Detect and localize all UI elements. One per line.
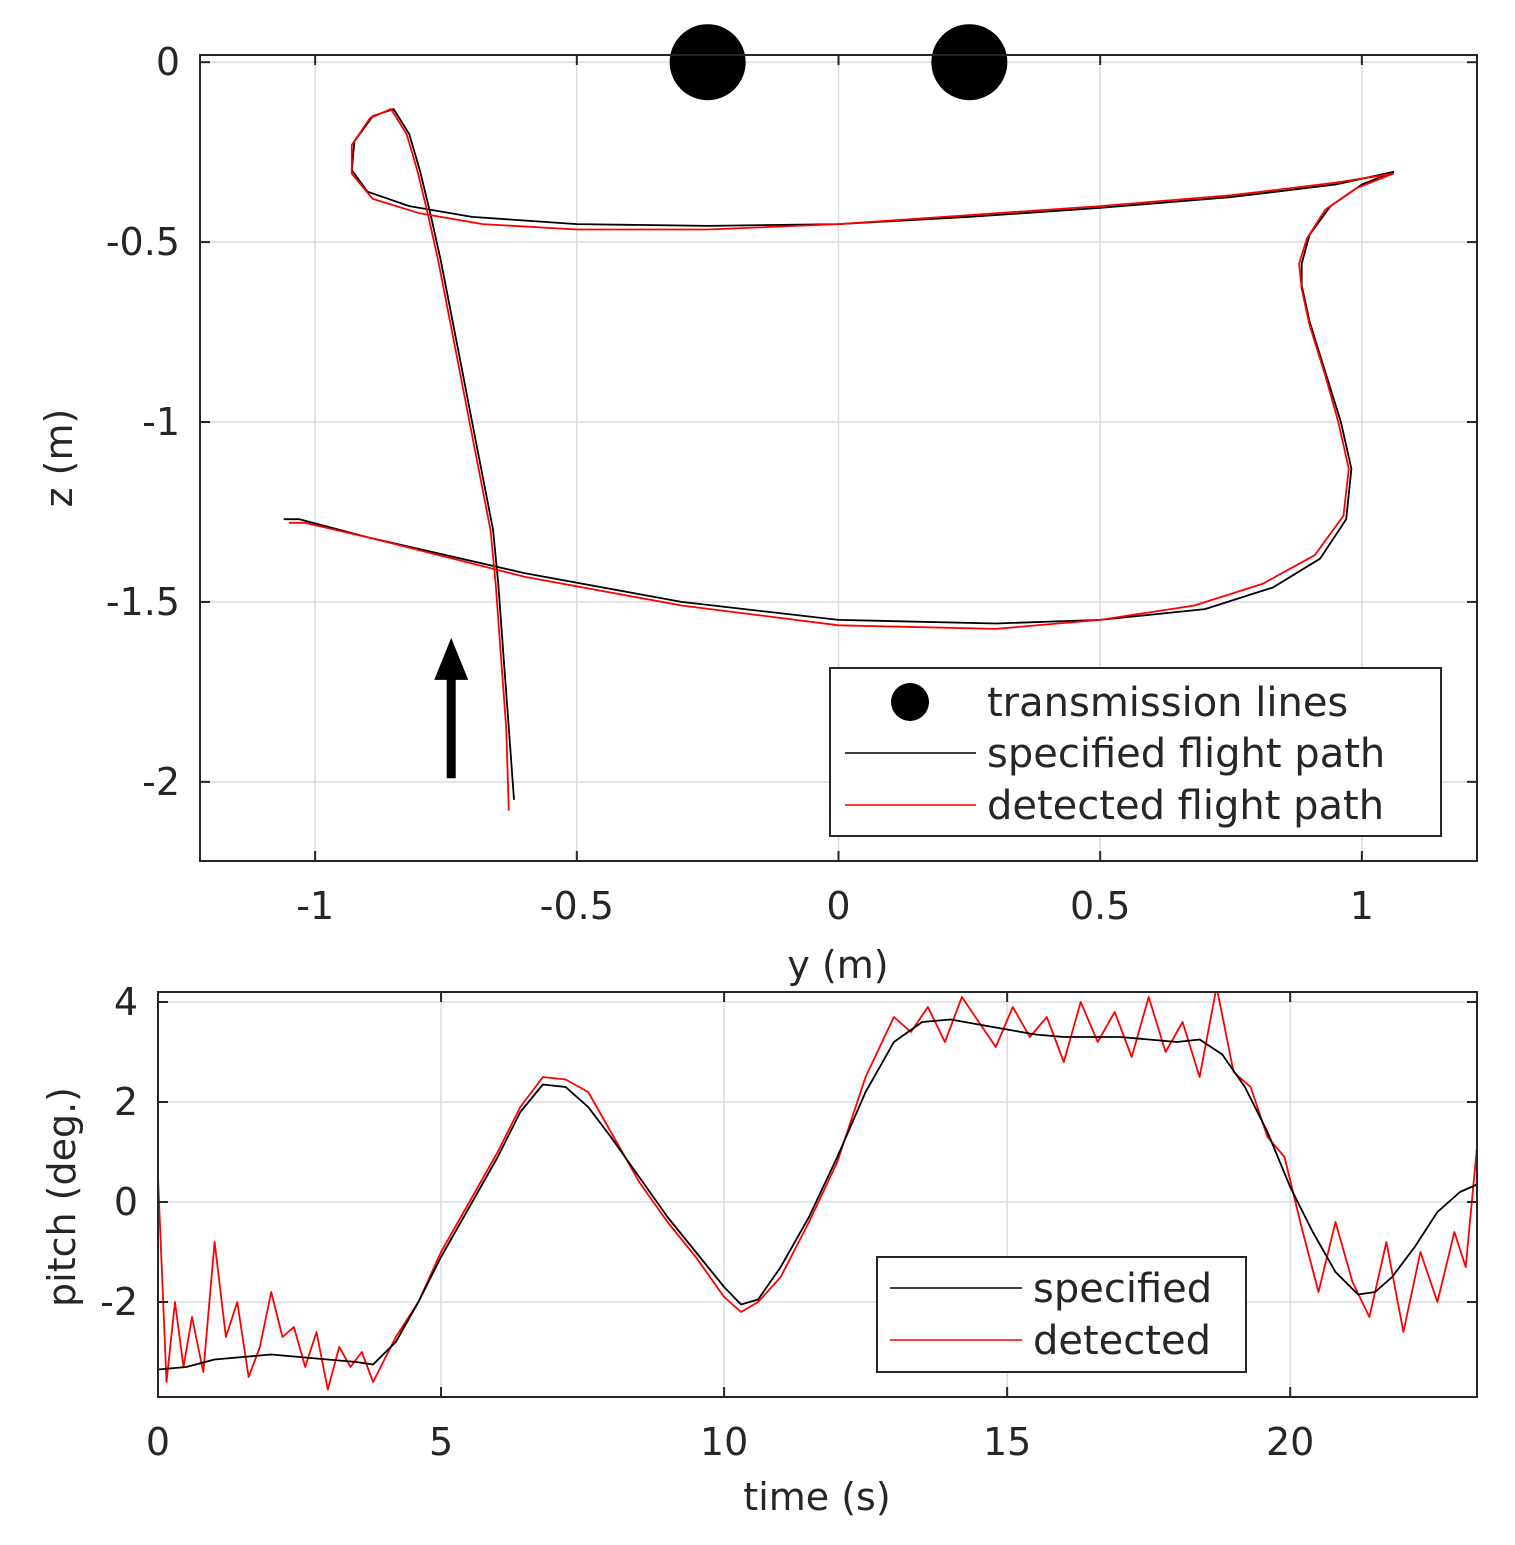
series-line-specified: [158, 1018, 1477, 1371]
y-tick-label: 0: [114, 1180, 138, 1224]
y-tick-label: 0: [156, 40, 180, 84]
x-tick-label: 5: [429, 1420, 453, 1464]
x-tick-label: -1: [296, 884, 334, 928]
y-tick-label: -1.5: [106, 580, 180, 624]
transmission-line-marker-1: [669, 24, 746, 101]
pitch-x-axis-label: time (s): [743, 1475, 890, 1519]
y-tick-label: -2: [100, 1280, 138, 1324]
legend-label-specified-flight-path: specified flight path: [987, 731, 1385, 777]
x-tick-label: 10: [700, 1420, 748, 1464]
flight-path-tick-labels: -1 -0.5 0 0.5 1 0 -0.5 -1 -1.5 -2: [106, 40, 1477, 928]
pitch-legend: specified detected: [876, 1256, 1247, 1373]
flight-path-chart: -1 -0.5 0 0.5 1 0 -0.5 -1 -1.5 -2 y (m) z (m) tra…: [37, 24, 1478, 987]
flight-path-legend: transmission lines specified flight path…: [829, 667, 1442, 837]
y-tick-label: 4: [114, 980, 138, 1024]
pitch-grid: [157, 992, 1477, 1397]
transmission-line-markers: [669, 24, 1008, 101]
flight-path-annotations: [434, 637, 469, 779]
x-tick-label: 0: [826, 884, 850, 928]
flight-path-y-axis-label: z (m): [37, 409, 81, 508]
legend-label-specified: specified: [1033, 1266, 1212, 1312]
y-tick-label: -2: [142, 760, 180, 804]
series-line-specified-flight-path: [283, 108, 1395, 800]
legend-marker-transmission-lines: [891, 683, 929, 721]
x-tick-label: 0: [146, 1420, 170, 1464]
x-tick-label: 20: [1266, 1420, 1314, 1464]
flight-path-x-axis-label: y (m): [787, 943, 888, 987]
legend-label-detected-flight-path: detected flight path: [987, 783, 1384, 829]
flight-path-series: [283, 108, 1395, 811]
transmission-line-marker-2: [931, 24, 1008, 101]
y-tick-label: -0.5: [106, 220, 180, 264]
x-tick-label: -0.5: [540, 884, 614, 928]
pitch-y-axis-label: pitch (deg.): [40, 1087, 84, 1307]
x-tick-label: 1: [1350, 884, 1374, 928]
series-line-detected-flight-path: [289, 108, 1395, 811]
legend-label-transmission-lines: transmission lines: [987, 680, 1348, 726]
y-tick-label: 2: [114, 1080, 138, 1124]
pitch-axes-frame: [157, 991, 1478, 1398]
direction-arrow-head: [434, 637, 469, 680]
x-tick-label: 15: [983, 1420, 1031, 1464]
pitch-series: [158, 992, 1477, 1391]
series-line-detected: [158, 992, 1477, 1391]
y-tick-label: -1: [142, 400, 180, 444]
legend-label-detected: detected: [1033, 1318, 1211, 1364]
x-tick-label: 0.5: [1070, 884, 1130, 928]
